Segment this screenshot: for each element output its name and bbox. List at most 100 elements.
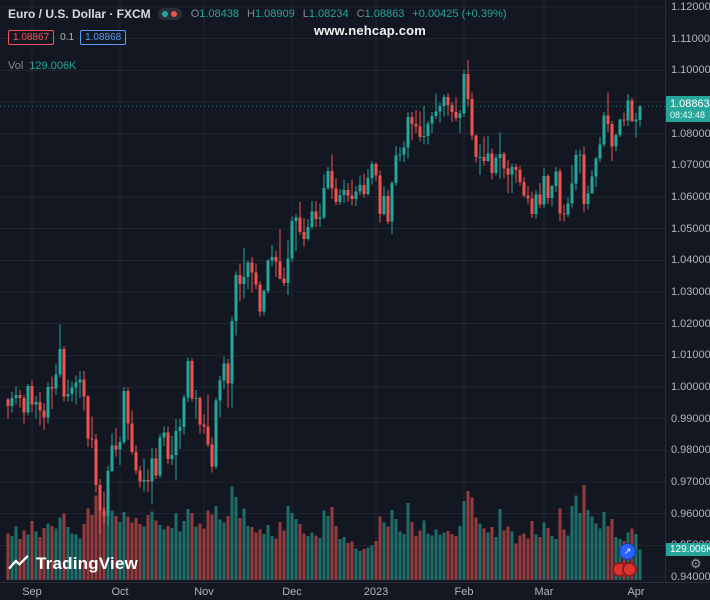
volume-bar <box>26 534 30 580</box>
candle-body <box>102 511 106 516</box>
volume-bar <box>454 536 458 580</box>
red-circles-icon[interactable] <box>612 562 637 577</box>
candle-body <box>30 386 34 405</box>
candle-layer <box>6 59 642 534</box>
candle-body <box>398 154 402 156</box>
candle-body <box>22 398 26 413</box>
bid-price-box[interactable]: 1.08867 <box>8 30 55 45</box>
candle-body <box>334 188 338 202</box>
volume-bar <box>298 524 302 580</box>
bid-ask-row: 1.08867 0.1 1.08868 <box>8 30 507 45</box>
volume-value: 129.006K <box>29 60 77 72</box>
volume-bar <box>534 534 538 580</box>
volume-bar <box>62 513 66 580</box>
volume-bar <box>386 526 390 580</box>
volume-bar <box>158 524 162 580</box>
candle-body <box>634 119 638 122</box>
volume-bar <box>326 515 330 580</box>
candle-body <box>410 117 414 125</box>
volume-bar <box>166 525 170 580</box>
volume-bar <box>486 532 490 580</box>
volume-bar <box>110 510 114 580</box>
volume-bar <box>182 521 186 580</box>
volume-bar <box>442 532 446 580</box>
volume-bar <box>410 522 414 580</box>
candle-body <box>178 427 182 432</box>
time-axis[interactable]: Sep Oct Nov Dec 2023 Feb Mar Apr <box>0 582 710 600</box>
volume-bar <box>50 525 54 580</box>
candle-body <box>106 470 110 516</box>
candle-body <box>582 154 586 204</box>
candle-body <box>210 444 214 467</box>
tradingview-logo-text: TradingView <box>36 553 139 573</box>
candle-body <box>26 386 30 413</box>
volume-bar <box>482 528 486 580</box>
volume-label[interactable]: Vol <box>8 60 24 72</box>
settings-gear-icon[interactable]: ⚙ <box>690 556 702 571</box>
candle-body <box>626 100 630 121</box>
price-tick-label: 1.05000 <box>671 222 710 235</box>
volume-bar <box>234 497 238 580</box>
arrow-up-icon: ↗ <box>623 546 632 556</box>
volume-bar <box>282 530 286 580</box>
candle-body <box>166 432 170 460</box>
volume-bar <box>462 500 466 580</box>
volume-bar <box>174 513 178 580</box>
candle-body <box>66 393 70 397</box>
volume-bar <box>222 522 226 580</box>
tradingview-attribution[interactable]: TradingView <box>8 553 138 574</box>
candle-body <box>362 184 366 194</box>
volume-bar <box>562 529 566 580</box>
volume-bar <box>342 537 346 580</box>
volume-bar <box>38 537 42 580</box>
candle-body <box>630 100 634 122</box>
volume-bar <box>618 539 622 580</box>
volume-bar <box>66 527 70 580</box>
volume-bar <box>118 522 122 580</box>
volume-bar <box>34 531 38 580</box>
volume-bar <box>210 514 214 580</box>
volume-bar <box>578 512 582 580</box>
candle-body <box>498 153 502 159</box>
volume-bar <box>402 534 406 580</box>
candle-body <box>282 278 286 284</box>
candle-body <box>518 169 522 182</box>
candle-body <box>438 106 442 112</box>
volume-bar <box>246 525 250 580</box>
volume-bar <box>334 525 338 580</box>
blue-circle-button[interactable]: ↗ <box>619 543 636 560</box>
red-dot-icon <box>171 11 178 17</box>
candle-body <box>374 163 378 176</box>
candle-body <box>326 171 330 189</box>
candle-body <box>366 178 370 194</box>
price-axis[interactable]: 1.08863 08:43:48 129.006K 1.12000 1.11000… <box>665 0 710 583</box>
volume-bar <box>154 520 158 580</box>
volume-bar <box>418 530 422 580</box>
candle-body <box>86 396 90 439</box>
market-status-indicator[interactable] <box>157 8 182 20</box>
ohlc-open: O1.08438 <box>190 8 240 20</box>
volume-bar <box>250 527 254 580</box>
candle-body <box>158 437 162 476</box>
volume-bar <box>610 518 614 580</box>
volume-bar <box>574 495 578 580</box>
candle-body <box>154 458 158 476</box>
candle-body <box>314 211 318 220</box>
volume-bar <box>170 527 174 580</box>
volume-bar <box>566 535 570 580</box>
volume-bar <box>590 516 594 580</box>
candle-body <box>110 445 114 471</box>
candle-body <box>262 291 266 312</box>
symbol-title[interactable]: Euro / U.S. Dollar · FXCM <box>8 7 151 21</box>
volume-bar <box>70 533 74 580</box>
volume-bar <box>594 523 598 580</box>
candle-body <box>386 196 390 222</box>
candle-body <box>90 438 94 440</box>
volume-bar <box>270 536 274 580</box>
volume-layer <box>6 485 642 580</box>
volume-bar <box>306 536 310 580</box>
candle-body <box>186 361 190 398</box>
ask-price-box[interactable]: 1.08868 <box>80 30 127 45</box>
price-tick-label: 0.99000 <box>671 412 710 425</box>
